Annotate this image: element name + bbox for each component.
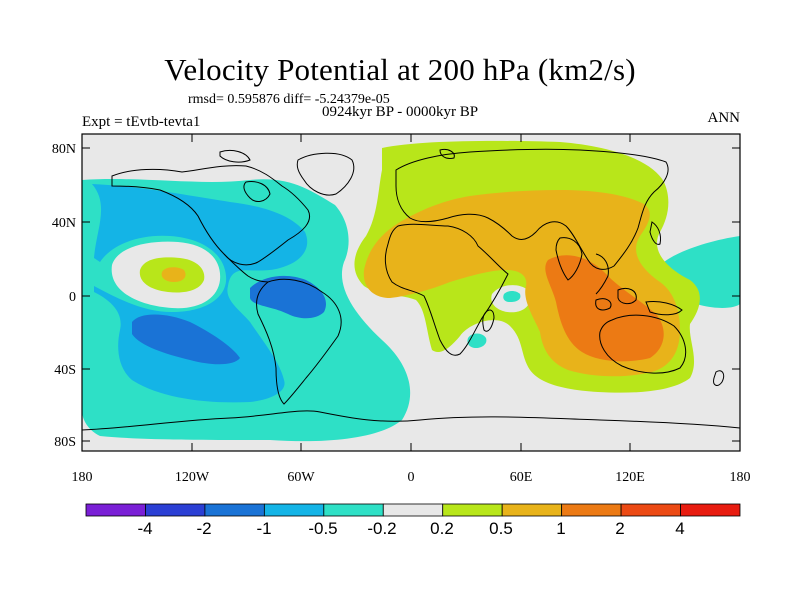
colorbar-label: 1 bbox=[556, 519, 565, 538]
colorbar-box bbox=[442, 503, 503, 517]
coast-india bbox=[555, 237, 583, 281]
coast-new-guinea bbox=[645, 301, 683, 316]
colorbar-label: 0.5 bbox=[489, 519, 513, 538]
colorbar-box bbox=[263, 503, 325, 517]
experiment-label: Expt = tEvtb-tevta1 bbox=[82, 114, 201, 130]
fill-neg-02-south-indian bbox=[467, 333, 487, 348]
x-tick-label: 60E bbox=[510, 470, 533, 485]
colorbar-label: 0.2 bbox=[430, 519, 454, 538]
x-tick-label: 120W bbox=[175, 470, 210, 485]
y-tick-label: 40S bbox=[54, 363, 76, 378]
fill-neg-1-south-pacific bbox=[132, 314, 240, 365]
coast-sumatra bbox=[595, 298, 612, 311]
coastlines bbox=[82, 148, 740, 431]
y-tick-labels: 80N 40N 0 40S 80S bbox=[52, 142, 76, 450]
colorbar-label: -4 bbox=[137, 519, 152, 538]
coast-arctic-islands bbox=[219, 149, 251, 163]
colorbar-label: -0.2 bbox=[367, 519, 396, 538]
colorbar-box bbox=[382, 503, 444, 517]
y-tick-label: 0 bbox=[69, 290, 76, 305]
fill-pos-1-indian-ocean bbox=[545, 255, 664, 362]
y-tick-label: 40N bbox=[52, 216, 76, 231]
colorbar-label: -0.5 bbox=[308, 519, 337, 538]
stats-line: rmsd= 0.595876 diff= -5.24379e-05 bbox=[188, 92, 390, 107]
coast-greenland bbox=[296, 152, 355, 196]
coast-new-zealand bbox=[713, 370, 725, 386]
coast-svalbard bbox=[439, 149, 455, 159]
coast-borneo bbox=[617, 287, 637, 305]
colorbar-box bbox=[204, 503, 265, 517]
colorbar-label: 4 bbox=[675, 519, 684, 538]
coast-africa bbox=[384, 223, 509, 356]
coast-antarctica bbox=[82, 410, 740, 431]
colorbar: -4 -2 -1 -0.5 -0.2 0.2 0.5 1 2 4 bbox=[85, 503, 741, 538]
coast-madagascar bbox=[482, 309, 495, 332]
colorbar-box bbox=[145, 503, 206, 517]
colorbar-label: -1 bbox=[256, 519, 271, 538]
fill-neg-05-west bbox=[92, 184, 308, 403]
season-label: ANN bbox=[707, 110, 741, 126]
colorbar-label: 2 bbox=[615, 519, 624, 538]
coast-japan bbox=[649, 221, 661, 245]
coast-north-america bbox=[111, 165, 310, 266]
colorbar-box bbox=[323, 503, 384, 517]
colorbar-box bbox=[85, 503, 146, 517]
fill-pos-05-hawaii bbox=[161, 267, 186, 282]
x-tick-label: 0 bbox=[408, 470, 415, 485]
x-tick-labels: 180 120W 60W 0 60E 120E 180 bbox=[72, 470, 751, 485]
colorbar-labels: -4 -2 -1 -0.5 -0.2 0.2 0.5 1 2 4 bbox=[137, 519, 684, 538]
x-tick-label: 120E bbox=[615, 470, 645, 485]
period-label: 0924kyr BP - 0000kyr BP bbox=[321, 104, 479, 120]
contour-fills bbox=[82, 140, 740, 442]
colorbar-boxes bbox=[85, 503, 741, 517]
coast-south-america bbox=[255, 278, 342, 405]
coast-central-america bbox=[223, 253, 269, 283]
page-title: Velocity Potential at 200 hPa (km2/s) bbox=[164, 52, 636, 87]
colorbar-box bbox=[620, 503, 681, 517]
colorbar-label: -2 bbox=[196, 519, 211, 538]
fill-neg-1-south-america bbox=[250, 275, 326, 319]
y-tick-label: 80N bbox=[52, 142, 76, 157]
coast-eurasia bbox=[395, 148, 669, 270]
x-tick-label: 60W bbox=[287, 470, 315, 485]
axis-ticks bbox=[81, 134, 741, 451]
x-tick-label: 180 bbox=[730, 470, 751, 485]
x-tick-label: 180 bbox=[72, 470, 93, 485]
colorbar-box bbox=[501, 503, 563, 517]
colorbar-box bbox=[680, 503, 741, 517]
colorbar-box bbox=[561, 503, 622, 517]
coast-hudson-bay bbox=[243, 181, 271, 202]
fill-neg-02-madagascar bbox=[503, 291, 521, 302]
y-tick-label: 80S bbox=[54, 435, 76, 450]
coast-indochina bbox=[595, 253, 609, 295]
coast-australia bbox=[599, 314, 687, 374]
